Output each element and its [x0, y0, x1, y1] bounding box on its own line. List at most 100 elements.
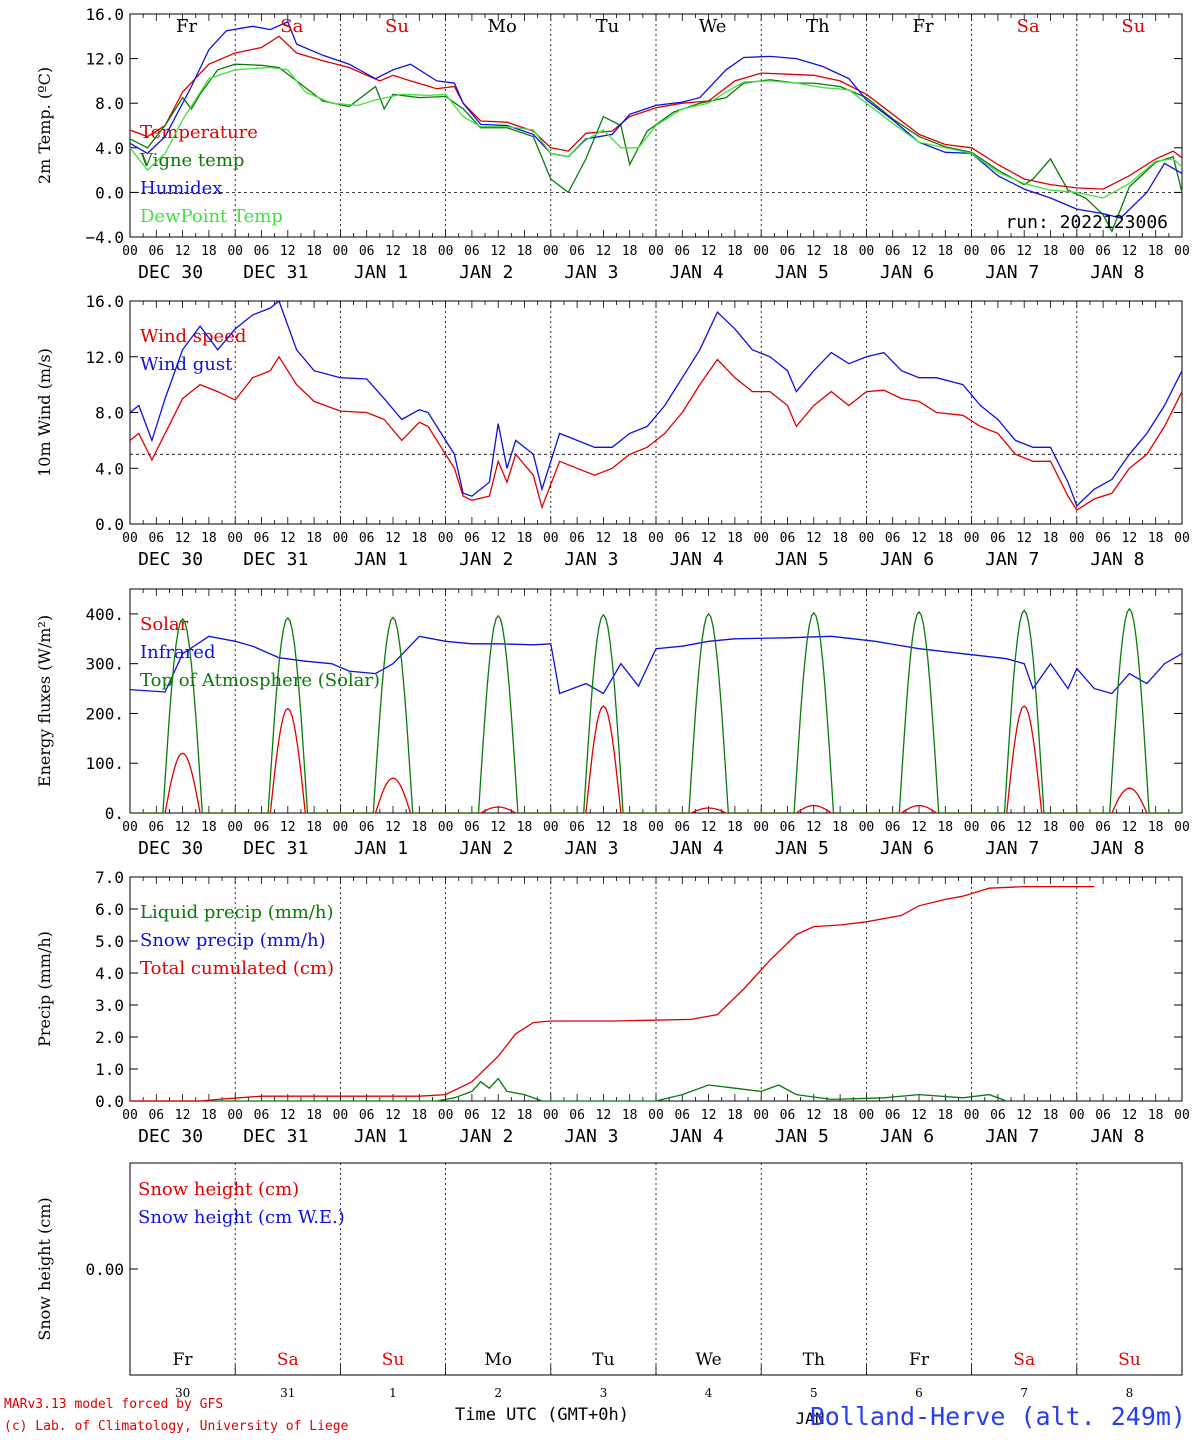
hour-tick-label: 00	[543, 820, 559, 835]
hour-tick-label: 00	[753, 244, 769, 259]
hour-tick-label: 06	[990, 531, 1006, 546]
date-label: JAN 6	[880, 549, 934, 570]
y-tick-label: 0.00	[85, 1260, 124, 1279]
date-label: JAN 4	[670, 838, 724, 859]
hour-tick-label: 18	[622, 244, 638, 259]
date-label: DEC 30	[138, 262, 203, 283]
y-tick-label: 300.	[85, 655, 124, 674]
hour-tick-label: 00	[122, 820, 138, 835]
date-label: DEC 31	[243, 1126, 308, 1147]
hour-tick-label: 12	[1122, 244, 1138, 259]
hour-tick-label: 18	[1043, 820, 1059, 835]
hour-tick-label: 18	[517, 1108, 533, 1123]
day-name-top: Sa	[1017, 16, 1040, 37]
hour-tick-label: 18	[306, 1108, 322, 1123]
hour-tick-label: 12	[1122, 1108, 1138, 1123]
y-tick-label: 8.0	[95, 94, 124, 113]
date-label: JAN 7	[985, 838, 1039, 859]
series-line-vigne-temp	[129, 63, 1183, 233]
hour-tick-label: 00	[964, 1108, 980, 1123]
hour-tick-label: 06	[359, 244, 375, 259]
date-label: JAN 3	[564, 549, 618, 570]
day-number: 6	[915, 1386, 923, 1400]
date-label: JAN 6	[880, 1126, 934, 1147]
hour-tick-label: 12	[1016, 244, 1032, 259]
hour-tick-label: 12	[806, 244, 822, 259]
hour-tick-label: 18	[411, 820, 427, 835]
hour-tick-label: 18	[727, 244, 743, 259]
day-name-bottom: Fr	[909, 1350, 930, 1370]
run-label: run: 2022123006	[1005, 212, 1168, 233]
hour-tick-label: 00	[438, 531, 454, 546]
hour-tick-label: 00	[1174, 531, 1190, 546]
hour-tick-label: 00	[648, 820, 664, 835]
date-label: JAN 1	[354, 549, 408, 570]
date-label: JAN 8	[1090, 262, 1144, 283]
hour-tick-label: 12	[490, 531, 506, 546]
hour-tick-label: 12	[1016, 1108, 1032, 1123]
y-axis-label: Precip (mm/h)	[35, 931, 54, 1047]
hour-tick-label: 12	[175, 1108, 191, 1123]
y-tick-label: −4.0	[85, 228, 124, 247]
day-number: 31	[280, 1386, 295, 1400]
hour-tick-label: 18	[1148, 1108, 1164, 1123]
day-name-top: Su	[1121, 16, 1145, 37]
date-label: DEC 31	[243, 262, 308, 283]
hour-tick-label: 12	[596, 1108, 612, 1123]
y-axis-label: Snow height (cm)	[35, 1197, 54, 1340]
series-line-dewpoint-temp	[129, 66, 1183, 199]
y-tick-label: 1.0	[95, 1060, 124, 1079]
hour-tick-label: 12	[911, 820, 927, 835]
hour-tick-label: 06	[464, 1108, 480, 1123]
hour-tick-label: 06	[885, 244, 901, 259]
y-tick-label: 8.0	[95, 404, 124, 423]
day-number: 30	[175, 1386, 190, 1400]
hour-tick-label: 00	[227, 531, 243, 546]
hour-tick-label: 12	[280, 820, 296, 835]
hour-tick-label: 06	[148, 820, 164, 835]
hour-tick-label: 00	[1069, 244, 1085, 259]
date-label: JAN 3	[564, 262, 618, 283]
day-name-bottom: Su	[382, 1350, 405, 1370]
date-label: JAN 3	[564, 838, 618, 859]
legend-entry: Liquid precip (mm/h)	[140, 902, 334, 923]
y-tick-label: 0.	[105, 804, 124, 823]
hour-tick-label: 12	[385, 820, 401, 835]
hour-tick-label: 00	[1069, 1108, 1085, 1123]
hour-tick-label: 06	[254, 820, 270, 835]
day-name-bottom: Sa	[1013, 1350, 1035, 1370]
date-label: JAN 5	[775, 549, 829, 570]
date-label: JAN 4	[670, 549, 724, 570]
series-line-top-of-atmosphere-solar-	[130, 607, 1182, 814]
hour-tick-label: 06	[780, 1108, 796, 1123]
hour-tick-label: 06	[780, 531, 796, 546]
hour-tick-label: 00	[753, 531, 769, 546]
hour-tick-label: 06	[254, 531, 270, 546]
date-label: JAN 7	[985, 1126, 1039, 1147]
legend-entry: DewPoint Temp	[140, 206, 283, 227]
hour-tick-label: 12	[806, 1108, 822, 1123]
date-label: JAN 2	[459, 262, 513, 283]
hour-tick-label: 00	[227, 244, 243, 259]
hour-tick-label: 00	[543, 1108, 559, 1123]
hour-tick-label: 06	[780, 244, 796, 259]
day-name-top: Su	[385, 16, 409, 37]
hour-tick-label: 12	[490, 1108, 506, 1123]
series-line-total-cumulated-cm-	[130, 885, 1095, 1102]
hour-tick-label: 12	[596, 531, 612, 546]
hour-tick-label: 06	[254, 1108, 270, 1123]
hour-tick-label: 00	[1174, 244, 1190, 259]
day-number: 5	[810, 1386, 818, 1400]
x-axis-title: Time UTC (GMT+0h)	[455, 1405, 629, 1425]
hour-tick-label: 18	[201, 244, 217, 259]
hour-tick-label: 18	[1148, 531, 1164, 546]
legend-entry: Snow height (cm W.E.)	[138, 1207, 345, 1228]
y-axis-label: Energy fluxes (W/m²)	[35, 615, 54, 787]
hour-tick-label: 18	[1148, 820, 1164, 835]
hour-tick-label: 18	[201, 820, 217, 835]
hour-tick-label: 18	[517, 820, 533, 835]
date-label: DEC 31	[243, 838, 308, 859]
legend-entry: Top of Atmosphere (Solar)	[140, 670, 380, 691]
hour-tick-label: 06	[674, 1108, 690, 1123]
